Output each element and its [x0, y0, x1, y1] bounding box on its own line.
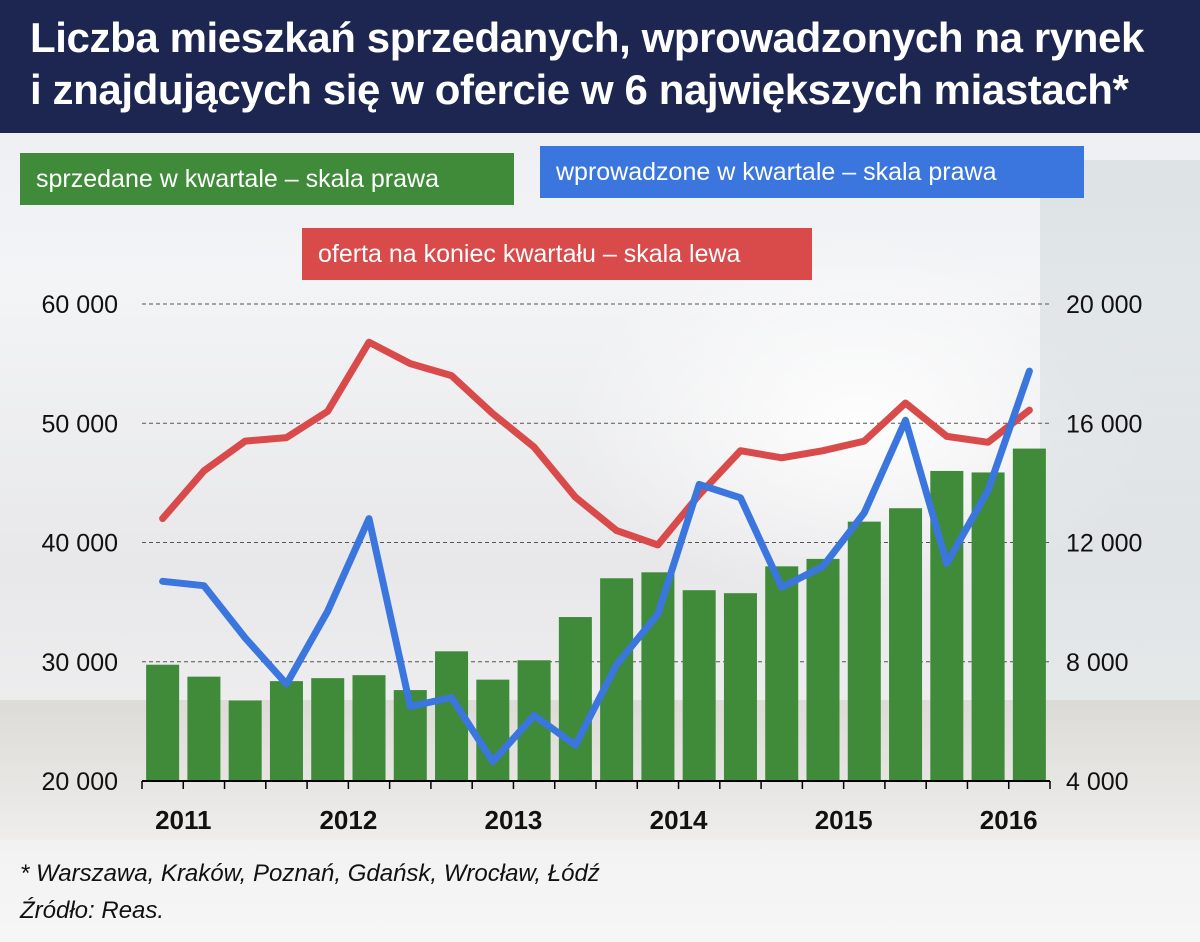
bar-sold-21: [1012, 448, 1046, 781]
bar-sold-5: [352, 675, 386, 781]
background-painting: [1040, 160, 1200, 720]
left-axis-label-3: 50 000: [42, 410, 118, 438]
title-bar: Liczba mieszkań sprzedanych, wprowadzony…: [0, 0, 1200, 133]
line-offer: [159, 338, 1033, 549]
bar-sold-15: [765, 566, 799, 781]
legend-introduced: wprowadzone w kwartale – skala prawa: [540, 146, 1084, 198]
bar-sold-0: [146, 664, 180, 781]
x-axis-label-3: 2014: [650, 805, 708, 835]
right-axis-label-3: 16 000: [1066, 410, 1142, 438]
x-axis-label-4: 2015: [815, 805, 873, 835]
legend-offer: oferta na koniec kwartału – skala lewa: [302, 228, 812, 280]
bar-sold-18: [889, 508, 923, 781]
line-introduced: [159, 367, 1033, 766]
x-axis-label-0: 2011: [155, 805, 211, 835]
right-axis-label-0: 4 000: [1066, 768, 1129, 796]
legend-sold: sprzedane w kwartale – skala prawa: [20, 153, 514, 205]
left-axis-label-0: 20 000: [42, 768, 118, 796]
bar-sold-20: [971, 472, 1005, 781]
right-axis-label-2: 12 000: [1066, 530, 1142, 558]
bar-sold-4: [311, 678, 345, 781]
bar-sold-13: [682, 590, 716, 781]
bar-sold-3: [269, 681, 303, 781]
left-axis-label-1: 30 000: [42, 649, 118, 677]
x-axis-label-2: 2013: [485, 805, 543, 835]
right-axis-label-1: 8 000: [1066, 649, 1129, 677]
left-axis-label-4: 60 000: [42, 291, 118, 319]
bar-sold-10: [558, 617, 592, 781]
right-axis-label-4: 20 000: [1066, 291, 1142, 319]
left-axis-label-2: 40 000: [42, 530, 118, 558]
bar-sold-2: [228, 700, 262, 781]
x-axis-label-1: 2012: [319, 805, 377, 835]
bar-sold-1: [187, 676, 221, 781]
x-axis-label-5: 2016: [980, 805, 1038, 835]
footnote-cities: * Warszawa, Kraków, Poznań, Gdańsk, Wroc…: [20, 860, 600, 887]
bar-sold-8: [476, 679, 510, 781]
chart-title: Liczba mieszkań sprzedanych, wprowadzony…: [30, 14, 1144, 113]
bar-sold-16: [806, 558, 840, 781]
bar-sold-17: [847, 521, 881, 781]
source-note: Źródło: Reas.: [20, 897, 165, 924]
bar-sold-14: [723, 593, 757, 781]
